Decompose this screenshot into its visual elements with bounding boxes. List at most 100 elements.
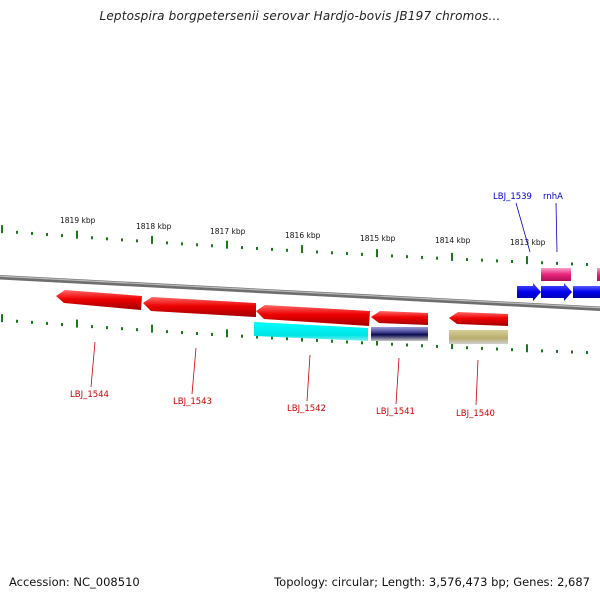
minor-tick bbox=[511, 348, 513, 352]
minor-tick bbox=[121, 327, 123, 331]
minor-tick bbox=[331, 339, 333, 343]
minor-tick bbox=[211, 332, 213, 336]
minor-tick bbox=[91, 325, 93, 329]
minor-tick bbox=[271, 336, 273, 340]
scale-label: 1813 kbp bbox=[510, 238, 546, 247]
minor-tick bbox=[91, 236, 93, 240]
leader-line bbox=[475, 359, 479, 406]
gene-label[interactable]: LBJ_1540 bbox=[456, 409, 495, 419]
gene-LBJ_1542[interactable] bbox=[256, 305, 370, 326]
gene-LBJ_1540[interactable] bbox=[449, 312, 508, 326]
scale-label: 1819 kbp bbox=[60, 216, 96, 225]
minor-tick bbox=[466, 346, 468, 350]
pink-feature-edge[interactable] bbox=[597, 268, 600, 281]
navy-feature[interactable] bbox=[371, 327, 428, 341]
minor-tick bbox=[256, 247, 258, 251]
major-tick bbox=[76, 230, 78, 239]
gene-LBJ_1541[interactable] bbox=[371, 311, 428, 325]
minor-tick bbox=[346, 340, 348, 344]
minor-tick bbox=[256, 335, 258, 339]
upper-scale-ticks bbox=[1, 225, 588, 267]
major-tick bbox=[1, 225, 3, 234]
scale-label: 1815 kbp bbox=[360, 234, 396, 243]
minor-tick bbox=[571, 350, 573, 354]
minor-tick bbox=[511, 260, 513, 264]
minor-tick bbox=[106, 326, 108, 330]
pink-feature[interactable] bbox=[541, 268, 571, 281]
minor-tick bbox=[481, 258, 483, 262]
minor-tick bbox=[556, 261, 558, 265]
minor-tick bbox=[16, 230, 18, 234]
gene-LBJ_1544[interactable] bbox=[56, 290, 142, 310]
minor-tick bbox=[496, 259, 498, 263]
minor-tick bbox=[436, 256, 438, 260]
major-tick bbox=[526, 256, 528, 265]
minor-tick bbox=[421, 344, 423, 348]
minor-tick bbox=[46, 233, 48, 237]
minor-tick bbox=[166, 330, 168, 334]
minor-tick bbox=[181, 331, 183, 335]
chromosome-backbone bbox=[0, 275, 600, 311]
major-tick bbox=[301, 245, 303, 254]
minor-tick bbox=[541, 261, 543, 265]
leader-line bbox=[306, 354, 311, 402]
major-tick bbox=[226, 240, 228, 249]
scale-label: 1816 kbp bbox=[285, 231, 321, 240]
arrow-right-icon[interactable] bbox=[573, 286, 600, 298]
minor-tick bbox=[556, 349, 558, 353]
genome-summary: Topology: circular; Length: 3,576,473 bp… bbox=[274, 575, 590, 589]
minor-tick bbox=[406, 255, 408, 259]
minor-tick bbox=[436, 344, 438, 348]
minor-tick bbox=[61, 323, 63, 327]
arrow-left-icon bbox=[371, 311, 428, 325]
minor-tick bbox=[61, 234, 63, 238]
minor-tick bbox=[271, 247, 273, 251]
minor-tick bbox=[121, 238, 123, 242]
arrow-left-icon bbox=[449, 312, 508, 326]
leader-line bbox=[555, 202, 558, 253]
gene-label[interactable]: LBJ_1544 bbox=[70, 390, 109, 400]
minor-tick bbox=[541, 349, 543, 353]
cyan-feature[interactable] bbox=[254, 322, 368, 341]
major-tick bbox=[151, 324, 153, 333]
scale-label: 1814 kbp bbox=[435, 236, 471, 245]
minor-tick bbox=[391, 342, 393, 346]
major-tick bbox=[76, 319, 78, 328]
leader-line bbox=[395, 357, 400, 405]
minor-tick bbox=[136, 239, 138, 243]
gene-label[interactable]: rnhA bbox=[543, 192, 563, 202]
minor-tick bbox=[481, 346, 483, 350]
gene-label[interactable]: LBJ_1539 bbox=[493, 192, 532, 202]
gene-label[interactable]: LBJ_1541 bbox=[376, 407, 415, 417]
major-tick bbox=[376, 337, 378, 346]
arrow-right-icon[interactable] bbox=[517, 283, 541, 301]
minor-tick bbox=[31, 320, 33, 324]
minor-tick bbox=[166, 241, 168, 245]
arrow-right-icon[interactable] bbox=[541, 283, 572, 301]
minor-tick bbox=[31, 231, 33, 235]
minor-tick bbox=[286, 248, 288, 252]
minor-tick bbox=[16, 319, 18, 323]
minor-tick bbox=[496, 347, 498, 351]
minor-tick bbox=[316, 250, 318, 254]
minor-tick bbox=[286, 337, 288, 341]
minor-tick bbox=[196, 331, 198, 335]
gene-LBJ_1543[interactable] bbox=[143, 297, 256, 317]
minor-tick bbox=[136, 328, 138, 332]
major-tick bbox=[526, 344, 528, 353]
leader-line bbox=[515, 202, 531, 253]
khaki-feature[interactable] bbox=[449, 330, 508, 344]
minor-tick bbox=[346, 252, 348, 256]
minor-tick bbox=[241, 246, 243, 250]
major-tick bbox=[1, 314, 3, 323]
gene-label[interactable]: LBJ_1542 bbox=[287, 404, 326, 414]
minor-tick bbox=[586, 351, 588, 355]
map-title: Leptospira borgpetersenii serovar Hardjo… bbox=[99, 9, 501, 23]
minor-tick bbox=[571, 262, 573, 266]
minor-tick bbox=[361, 341, 363, 345]
minor-tick bbox=[391, 254, 393, 258]
gene-label[interactable]: LBJ_1543 bbox=[173, 397, 212, 407]
minor-tick bbox=[241, 334, 243, 338]
minor-tick bbox=[406, 343, 408, 347]
